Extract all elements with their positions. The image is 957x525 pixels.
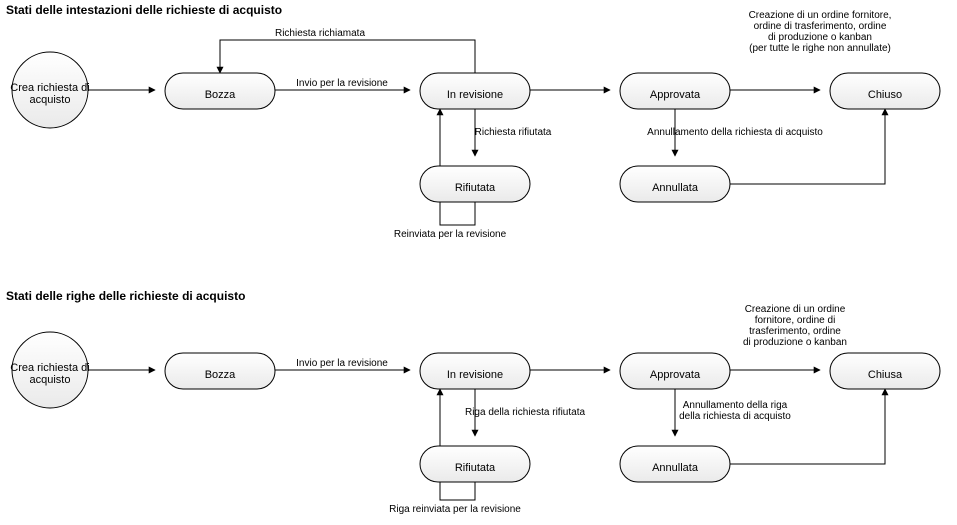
edge-label: Invio per la revisione (296, 358, 388, 369)
edge-label: Reinviata per la revisione (394, 229, 507, 240)
section-title: Stati delle intestazioni delle richieste… (6, 3, 282, 17)
edge-label: Annullamento della rigadella richiesta d… (679, 400, 791, 422)
svg-text:In revisione: In revisione (447, 89, 503, 101)
svg-text:Bozza: Bozza (205, 369, 236, 381)
section-title: Stati delle righe delle richieste di acq… (6, 289, 245, 303)
edge-label: Riga della richiesta rifiutata (465, 407, 585, 418)
svg-text:Bozza: Bozza (205, 89, 236, 101)
svg-text:Chiuso: Chiuso (868, 89, 902, 101)
edge-label: Riga reinviata per la revisione (389, 504, 521, 515)
edge (220, 40, 475, 73)
edge-label: Richiesta richiamata (275, 28, 365, 39)
edge (440, 389, 475, 500)
svg-text:Chiusa: Chiusa (868, 369, 903, 381)
svg-text:Annullata: Annullata (652, 182, 699, 194)
edge-label: Richiesta rifiutata (475, 127, 552, 138)
svg-text:In revisione: In revisione (447, 369, 503, 381)
caption: Creazione di un ordinefornitore, ordine … (743, 304, 847, 348)
svg-text:Annullata: Annullata (652, 462, 699, 474)
edge (730, 109, 885, 184)
edge-label: Invio per la revisione (296, 78, 388, 89)
caption: Creazione di un ordine fornitore,ordine … (749, 10, 892, 54)
svg-text:Rifiutata: Rifiutata (455, 182, 496, 194)
edge-label: Annullamento della richiesta di acquisto (647, 127, 823, 138)
svg-text:Approvata: Approvata (650, 89, 701, 101)
svg-text:Approvata: Approvata (650, 369, 701, 381)
svg-text:Rifiutata: Rifiutata (455, 462, 496, 474)
